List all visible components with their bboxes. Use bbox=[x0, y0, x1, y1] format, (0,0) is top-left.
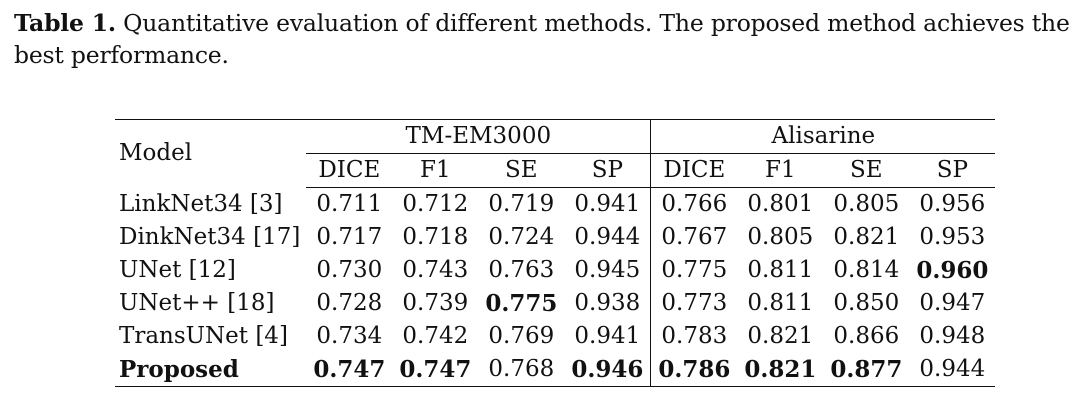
table-row: DinkNet34 [17] 0.717 0.718 0.724 0.944 0.767 0… bbox=[115, 221, 995, 254]
table-row: Proposed 0.747 0.747 0.768 0.946 0.786 0.821 0.… bbox=[115, 353, 996, 387]
metric-value-cell: 0.768 bbox=[478, 353, 565, 387]
metric-value-cell: 0.711 bbox=[316, 191, 383, 217]
metric-value-cell: 0.947 bbox=[919, 290, 986, 316]
results-table: Model TM-EM3000 Alisarine DICE F1 SE SP … bbox=[115, 119, 996, 387]
metric-value-cell: 0.801 bbox=[747, 191, 814, 217]
table-row: UNet [12] 0.730 0.743 0.763 0.945 0.775 0.811 0… bbox=[115, 254, 995, 287]
metric-value-cell: 0.775 bbox=[650, 254, 738, 287]
metric-header: DICE bbox=[650, 153, 738, 188]
metric-value-cell: 0.850 bbox=[833, 290, 900, 316]
table-row: TransUNet [4] 0.734 0.742 0.769 0.941 0.783 0.… bbox=[115, 320, 995, 353]
model-name-cell: LinkNet34 [3] bbox=[119, 190, 283, 217]
metric-value-cell: 0.805 bbox=[833, 191, 900, 217]
metric-value-cell: 0.783 bbox=[650, 320, 738, 353]
metric-value-cell: 0.941 bbox=[574, 323, 641, 349]
model-column-header: Model bbox=[115, 119, 307, 188]
metric-value-cell: 0.718 bbox=[402, 224, 469, 250]
metric-value-cell: 0.811 bbox=[747, 290, 814, 316]
model-name-cell: UNet [12] bbox=[119, 257, 236, 283]
metric-header: SE bbox=[823, 153, 910, 188]
metric-value-cell: 0.948 bbox=[919, 323, 986, 349]
group-header-alisarine: Alisarine bbox=[650, 119, 996, 154]
metric-value-cell: 0.805 bbox=[747, 224, 814, 250]
metric-value-cell: 0.811 bbox=[747, 257, 814, 283]
metric-value-cell: 0.734 bbox=[316, 323, 383, 349]
metric-value-cell: 0.821 bbox=[747, 323, 814, 349]
metric-value-cell: 0.766 bbox=[650, 187, 738, 221]
metric-value-cell: 0.938 bbox=[574, 290, 641, 316]
metric-value-cell: 0.763 bbox=[488, 257, 555, 283]
metric-value-cell: 0.747 bbox=[306, 353, 393, 387]
metric-value-cell: 0.742 bbox=[402, 323, 469, 349]
table-body: LinkNet34 [3] 0.711 0.712 0.719 0.941 0.766 0.… bbox=[115, 187, 996, 387]
metric-value-cell: 0.953 bbox=[919, 224, 986, 250]
metric-value-cell: 0.747 bbox=[392, 353, 479, 387]
metric-value-cell: 0.739 bbox=[402, 290, 469, 316]
metric-value-cell: 0.944 bbox=[909, 353, 996, 387]
metric-header: F1 bbox=[737, 153, 824, 188]
metric-value-cell: 0.730 bbox=[316, 257, 383, 283]
metric-value-cell: 0.743 bbox=[402, 257, 469, 283]
metric-value-cell: 0.719 bbox=[488, 191, 555, 217]
metric-value-cell: 0.769 bbox=[488, 323, 555, 349]
model-name-cell: Proposed bbox=[115, 353, 307, 387]
model-name-cell: DinkNet34 [17] bbox=[119, 224, 301, 250]
metric-value-cell: 0.821 bbox=[737, 353, 824, 387]
metric-value-cell: 0.960 bbox=[916, 257, 989, 284]
metric-header: F1 bbox=[392, 153, 479, 188]
metric-value-cell: 0.728 bbox=[316, 290, 383, 316]
table-caption: Table 1. Quantitative evaluation of diff… bbox=[14, 7, 1074, 71]
metric-value-cell: 0.946 bbox=[564, 353, 651, 387]
model-name-cell: TransUNet [4] bbox=[119, 323, 288, 349]
group-header-row: Model TM-EM3000 Alisarine bbox=[115, 119, 996, 188]
metric-value-cell: 0.773 bbox=[650, 287, 738, 320]
metric-header: SP bbox=[564, 153, 651, 188]
metric-value-cell: 0.814 bbox=[833, 257, 900, 283]
metric-value-cell: 0.956 bbox=[919, 191, 986, 217]
metric-header: SE bbox=[478, 153, 565, 188]
metric-value-cell: 0.877 bbox=[823, 353, 910, 387]
model-name-cell: UNet++ [18] bbox=[119, 290, 275, 316]
metric-value-cell: 0.767 bbox=[650, 221, 738, 254]
table-row: UNet++ [18] 0.728 0.739 0.775 0.938 0.773 0.81… bbox=[115, 287, 995, 320]
metric-value-cell: 0.944 bbox=[574, 224, 641, 250]
metric-value-cell: 0.945 bbox=[574, 257, 641, 283]
caption-label: Table 1. bbox=[14, 9, 116, 37]
metric-value-cell: 0.717 bbox=[316, 224, 383, 250]
metric-value-cell: 0.775 bbox=[485, 290, 558, 317]
metric-header: SP bbox=[909, 153, 996, 188]
caption-text: Quantitative evaluation of different met… bbox=[14, 9, 1070, 69]
metric-value-cell: 0.866 bbox=[833, 323, 900, 349]
metric-value-cell: 0.724 bbox=[488, 224, 555, 250]
table-row: LinkNet34 [3] 0.711 0.712 0.719 0.941 0.766 0.… bbox=[115, 187, 995, 221]
group-header-tm-em3000: TM-EM3000 bbox=[306, 119, 651, 154]
metric-header: DICE bbox=[306, 153, 393, 188]
metric-value-cell: 0.712 bbox=[402, 191, 469, 217]
metric-value-cell: 0.821 bbox=[833, 224, 900, 250]
metric-value-cell: 0.786 bbox=[650, 353, 738, 387]
metric-header-row: DICE F1 SE SP DICE F1 SE SP bbox=[115, 153, 996, 188]
metric-value-cell: 0.941 bbox=[574, 191, 641, 217]
